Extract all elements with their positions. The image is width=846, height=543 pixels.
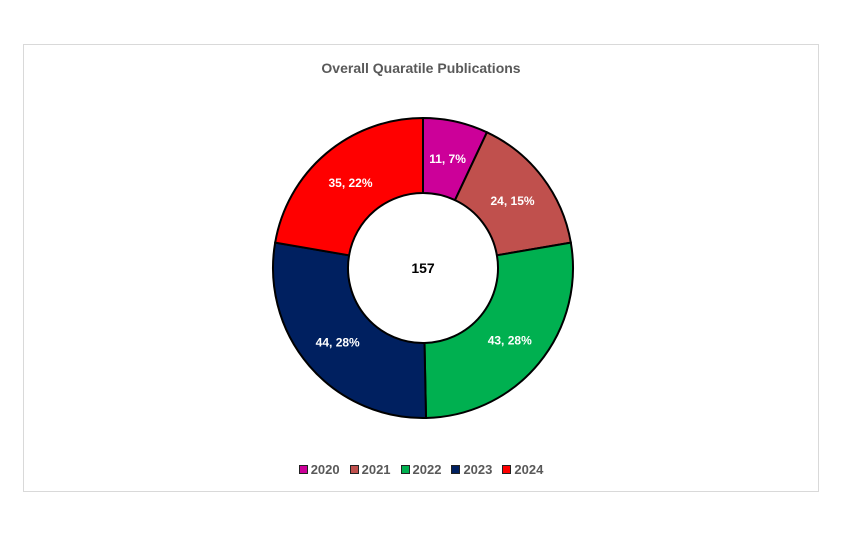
slice-2022 <box>423 241 574 419</box>
chart-area: Overall Quaratile Publications 11, 7% 24,… <box>23 44 819 492</box>
center-total-label: 157 <box>411 260 435 276</box>
legend-item-2020: 2020 <box>298 462 340 477</box>
data-label-2024: 35, 22% <box>328 176 372 190</box>
data-label-2021: 24, 15% <box>491 194 535 208</box>
slice-2021 <box>453 130 572 257</box>
legend-item-2023: 2023 <box>451 462 492 477</box>
legend-item-2021: 2021 <box>349 462 391 477</box>
legend-swatch <box>298 465 308 474</box>
slice-2023 <box>272 241 428 419</box>
legend-label: 2024 <box>514 462 544 477</box>
slice-2024 <box>274 116 424 257</box>
data-label-2022: 43, 28% <box>488 334 532 348</box>
legend-swatch <box>349 465 359 474</box>
chart-legend: 2020 2021 2022 2023 2024 <box>24 462 818 477</box>
chart-title: Overall Quaratile Publications <box>321 60 521 76</box>
legend-label: 2023 <box>463 462 493 477</box>
legend-label: 2021 <box>361 462 391 477</box>
legend-item-2022: 2022 <box>400 462 442 477</box>
legend-item-2024: 2024 <box>502 462 543 477</box>
legend-swatch <box>502 465 512 474</box>
legend-swatch <box>400 465 410 474</box>
legend-label: 2022 <box>412 462 442 477</box>
data-label-2023: 44, 28% <box>316 335 360 349</box>
legend-label: 2020 <box>310 462 340 477</box>
donut-chart: 11, 7% 24, 15% 43, 28% 44, 28% 35, 22% 157 <box>272 116 574 419</box>
legend-swatch <box>451 465 461 474</box>
data-label-2020: 11, 7% <box>429 152 466 166</box>
